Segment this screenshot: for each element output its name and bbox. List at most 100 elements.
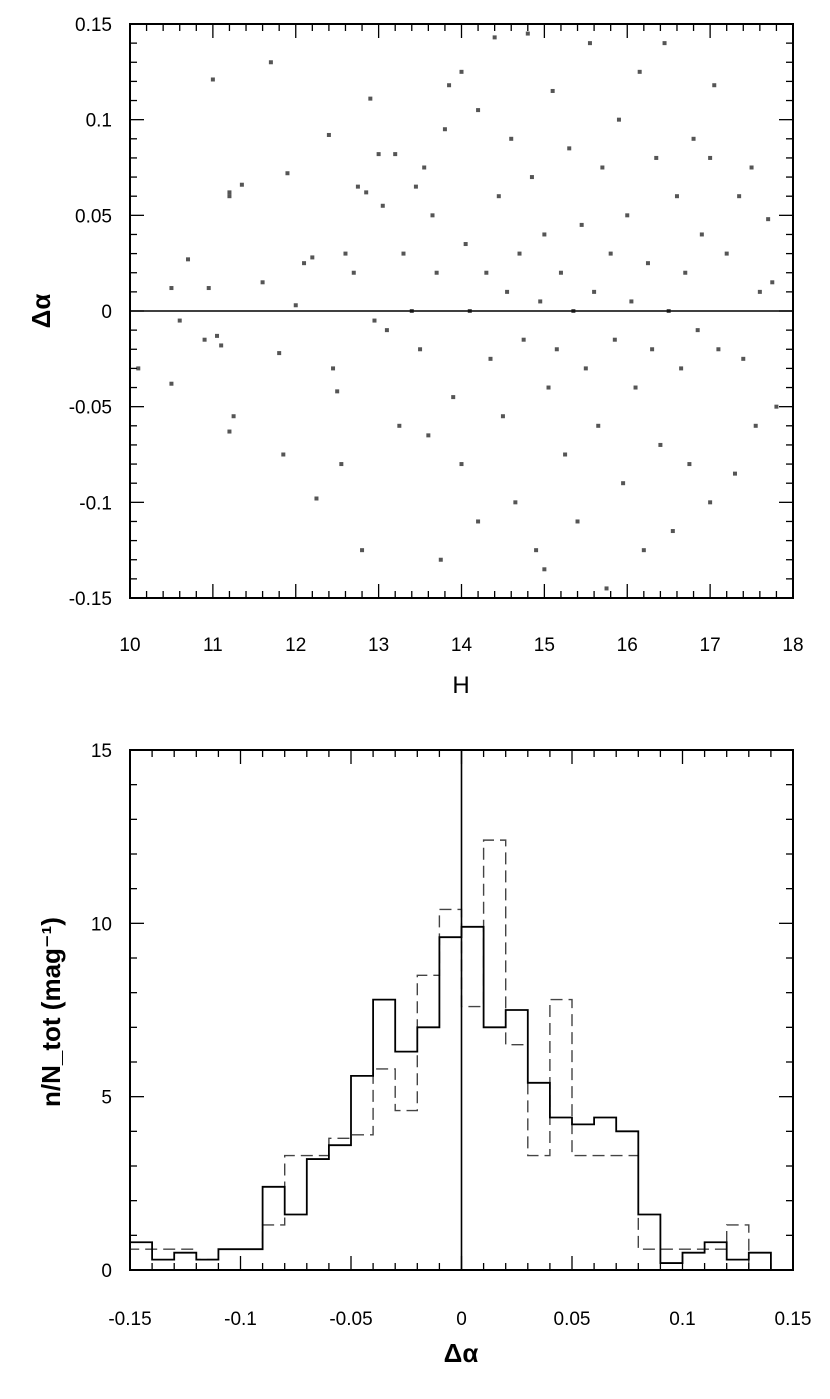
scatter-point-39 bbox=[397, 423, 402, 428]
scatter-point-113 bbox=[708, 155, 713, 160]
scatter-panel: 10 11 12 13 14 15 16 17 18 -0.15 -0.1 -0.05 0 0.05 0.… bbox=[26, 15, 804, 699]
scatter-x-tick-labels: 10 11 12 13 14 15 16 17 18 bbox=[119, 635, 803, 656]
scatter-point-4 bbox=[186, 257, 191, 262]
scatter-point-116 bbox=[724, 251, 729, 256]
scatter-point-66 bbox=[517, 251, 522, 256]
scatter-point-32 bbox=[364, 190, 369, 195]
scatter-point-93 bbox=[625, 213, 630, 218]
scatter-x-tick-label: 12 bbox=[285, 635, 306, 656]
scatter-point-118 bbox=[737, 194, 742, 199]
scatter-point-99 bbox=[650, 347, 655, 352]
scatter-point-18 bbox=[281, 452, 286, 457]
scatter-point-81 bbox=[575, 519, 580, 524]
histogram-x-tick-label: 0.1 bbox=[669, 1309, 695, 1330]
scatter-x-tick-label: 18 bbox=[782, 635, 803, 656]
scatter-point-58 bbox=[484, 270, 489, 275]
scatter-point-21 bbox=[302, 261, 307, 266]
histogram-y-tick-label: 10 bbox=[91, 914, 112, 935]
scatter-point-86 bbox=[596, 423, 601, 428]
scatter-point-45 bbox=[426, 433, 431, 438]
scatter-y-tick-label: -0.1 bbox=[79, 493, 112, 514]
histogram-y-axis-title: n/N_tot (mag⁻¹) bbox=[36, 917, 66, 1107]
scatter-point-23 bbox=[314, 496, 319, 501]
histogram-solid-series bbox=[129, 925, 772, 1270]
scatter-point-124 bbox=[774, 404, 779, 409]
scatter-point-85 bbox=[592, 289, 597, 294]
scatter-point-112 bbox=[708, 500, 713, 505]
histogram-x-tick-labels: -0.15 -0.1 -0.05 0 0.05 0.1 0.15 bbox=[108, 1309, 811, 1330]
histogram-x-tick-label: -0.05 bbox=[329, 1309, 372, 1330]
scatter-y-tick-labels: -0.15 -0.1 -0.05 0 0.05 0.1 0.15 bbox=[69, 15, 112, 610]
scatter-point-30 bbox=[355, 184, 360, 189]
scatter-point-17 bbox=[277, 351, 282, 356]
scatter-point-38 bbox=[393, 152, 398, 157]
scatter-point-123 bbox=[766, 217, 771, 222]
scatter-point-79 bbox=[567, 146, 572, 151]
scatter-point-84 bbox=[587, 41, 592, 46]
scatter-x-tick-label: 10 bbox=[119, 635, 140, 656]
scatter-y-tick-label: 0.15 bbox=[75, 15, 112, 36]
scatter-point-83 bbox=[583, 366, 588, 371]
scatter-point-101 bbox=[658, 442, 663, 447]
histogram-x-tick-label: 0 bbox=[456, 1309, 467, 1330]
scatter-point-73 bbox=[542, 232, 547, 237]
scatter-point-100 bbox=[654, 155, 659, 160]
scatter-point-74 bbox=[546, 385, 551, 390]
scatter-point-108 bbox=[687, 462, 692, 467]
histogram-x-tick-label: 0.05 bbox=[554, 1309, 591, 1330]
scatter-point-121 bbox=[753, 423, 758, 428]
scatter-x-axis-title: H bbox=[452, 672, 469, 699]
histogram-x-axis-title: Δα bbox=[444, 1338, 479, 1368]
scatter-point-106 bbox=[679, 366, 684, 371]
scatter-point-109 bbox=[691, 136, 696, 141]
scatter-point-59 bbox=[488, 356, 493, 361]
scatter-point-75 bbox=[550, 88, 555, 93]
scatter-point-92 bbox=[621, 481, 626, 486]
scatter-point-36 bbox=[380, 203, 385, 208]
scatter-point-97 bbox=[641, 548, 646, 553]
scatter-point-71 bbox=[538, 299, 543, 304]
scatter-point-31 bbox=[360, 548, 365, 553]
scatter-point-34 bbox=[372, 318, 377, 323]
scatter-point-50 bbox=[447, 83, 452, 88]
scatter-point-12 bbox=[227, 429, 232, 434]
scatter-point-95 bbox=[633, 385, 638, 390]
histogram-y-tick-label: 15 bbox=[91, 741, 112, 762]
scatter-point-8 bbox=[215, 333, 220, 338]
scatter-point-88 bbox=[604, 586, 609, 591]
scatter-point-53 bbox=[459, 462, 464, 467]
scatter-x-tick-label: 17 bbox=[700, 635, 721, 656]
scatter-point-42 bbox=[413, 184, 418, 189]
scatter-point-114 bbox=[712, 83, 717, 88]
scatter-point-91 bbox=[616, 117, 621, 122]
scatter-point-119 bbox=[741, 356, 746, 361]
scatter-point-90 bbox=[612, 337, 617, 342]
scatter-point-117 bbox=[732, 471, 737, 476]
scatter-point-1 bbox=[169, 286, 174, 291]
scatter-point-10 bbox=[227, 190, 232, 195]
scatter-point-69 bbox=[529, 175, 534, 180]
scatter-y-tick-label: -0.15 bbox=[69, 589, 112, 610]
histogram-y-tick-label: 0 bbox=[101, 1261, 112, 1282]
scatter-point-105 bbox=[674, 194, 679, 199]
histogram-x-tick-label: 0.15 bbox=[775, 1309, 812, 1330]
scatter-point-47 bbox=[434, 270, 439, 275]
scatter-point-19 bbox=[285, 171, 290, 176]
scatter-point-6 bbox=[206, 286, 211, 291]
scatter-point-125 bbox=[770, 280, 775, 285]
scatter-point-5 bbox=[202, 337, 207, 342]
histogram-x-tick-label: -0.1 bbox=[224, 1309, 257, 1330]
scatter-y-axis-title: Δα bbox=[26, 294, 56, 329]
scatter-point-107 bbox=[683, 270, 688, 275]
scatter-point-9 bbox=[219, 343, 224, 348]
scatter-point-7 bbox=[210, 77, 215, 82]
scatter-point-87 bbox=[600, 165, 605, 170]
histogram-panel: -0.15 -0.1 -0.05 0 0.05 0.1 0.15 0 5 10 15 Δα n/N… bbox=[36, 741, 811, 1368]
scatter-point-33 bbox=[368, 96, 373, 101]
scatter-point-2 bbox=[169, 381, 174, 386]
scatter-point-14 bbox=[239, 182, 244, 187]
scatter-point-13 bbox=[231, 414, 236, 419]
scatter-point-63 bbox=[505, 289, 510, 294]
scatter-point-57 bbox=[476, 519, 481, 524]
